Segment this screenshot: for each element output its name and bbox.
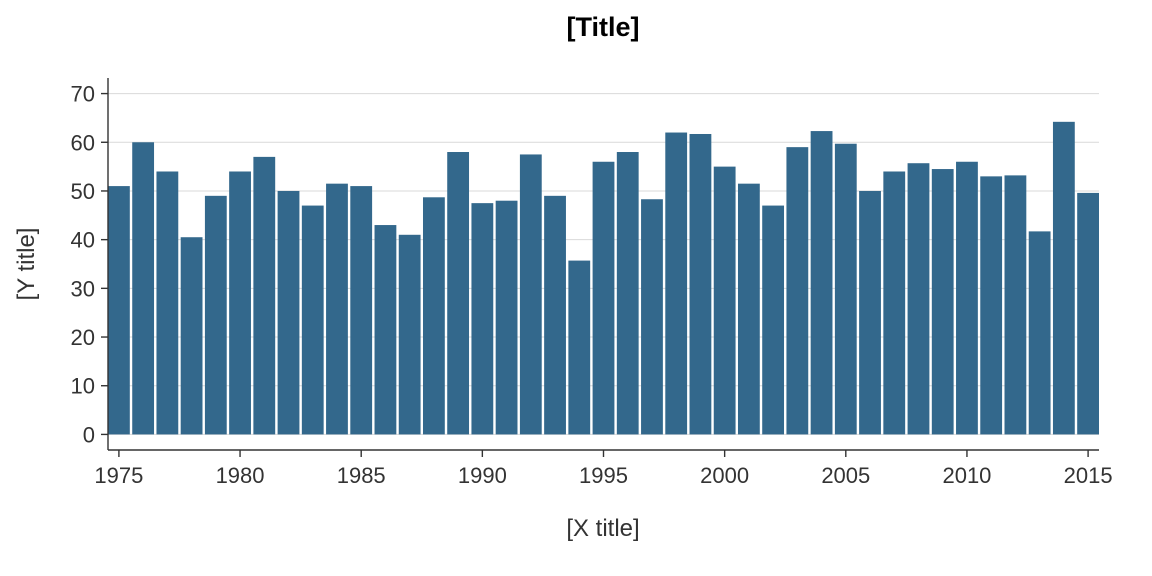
ytick-label-40: 40 bbox=[71, 228, 95, 253]
bar-1987 bbox=[398, 234, 421, 435]
bar-1988 bbox=[422, 197, 445, 435]
bar-1979 bbox=[204, 195, 227, 435]
bar-2012 bbox=[1004, 175, 1027, 435]
xtick-label-1995: 1995 bbox=[579, 463, 628, 488]
bar-2004 bbox=[810, 131, 833, 435]
xtick-label-2010: 2010 bbox=[942, 463, 991, 488]
bar-1976 bbox=[132, 142, 155, 435]
bar-1999 bbox=[689, 133, 712, 435]
bar-1989 bbox=[447, 152, 470, 435]
bar-1993 bbox=[544, 195, 566, 435]
xtick-label-1975: 1975 bbox=[94, 463, 143, 488]
xtick-label-1980: 1980 bbox=[216, 463, 265, 488]
bar-2010 bbox=[956, 161, 978, 435]
bar-2013 bbox=[1028, 231, 1051, 435]
bar-1986 bbox=[374, 225, 397, 435]
bar-1995 bbox=[592, 161, 615, 435]
bar-1992 bbox=[519, 154, 542, 435]
xtick-label-1990: 1990 bbox=[458, 463, 507, 488]
bar-1998 bbox=[665, 132, 688, 435]
bar-1977 bbox=[156, 171, 179, 435]
bar-1994 bbox=[568, 260, 591, 435]
y-axis-title: [Y title] bbox=[13, 228, 40, 301]
bar-1983 bbox=[301, 205, 324, 435]
bar-2008 bbox=[907, 163, 930, 435]
xtick-label-2000: 2000 bbox=[700, 463, 749, 488]
bar-1990 bbox=[471, 203, 494, 435]
xtick-label-2005: 2005 bbox=[821, 463, 870, 488]
bar-2005 bbox=[834, 143, 857, 435]
chart-title: [Title] bbox=[567, 12, 640, 42]
x-ticks: 1975 1980 1985 1990 1995 2000 2005 2010 2015 bbox=[94, 450, 1113, 488]
bar-1981 bbox=[253, 156, 276, 435]
bar-2006 bbox=[859, 190, 881, 435]
bar-2003 bbox=[786, 147, 809, 435]
ytick-label-50: 50 bbox=[71, 179, 95, 204]
bar-2007 bbox=[883, 171, 906, 435]
ytick-label-70: 70 bbox=[71, 82, 95, 107]
bar-2014 bbox=[1052, 121, 1075, 435]
bar-2011 bbox=[980, 176, 1003, 435]
bar-1984 bbox=[326, 183, 348, 435]
y-ticks: 0 10 20 30 40 50 60 70 bbox=[71, 82, 108, 447]
x-axis-title: [X title] bbox=[566, 515, 639, 542]
bars bbox=[108, 121, 1099, 435]
ytick-label-0: 0 bbox=[83, 422, 95, 447]
ytick-label-10: 10 bbox=[71, 374, 95, 399]
bar-2009 bbox=[931, 169, 954, 435]
bar-1997 bbox=[641, 199, 663, 435]
bar-2001 bbox=[737, 183, 760, 435]
ytick-label-20: 20 bbox=[71, 325, 95, 350]
xtick-label-2015: 2015 bbox=[1064, 463, 1113, 488]
bar-2002 bbox=[762, 205, 785, 435]
bar-1978 bbox=[180, 237, 203, 435]
xtick-label-1985: 1985 bbox=[337, 463, 386, 488]
bar-1975 bbox=[108, 186, 130, 435]
bar-1980 bbox=[229, 171, 251, 435]
bar-1996 bbox=[616, 152, 639, 435]
bar-2000 bbox=[713, 166, 736, 435]
bar-1985 bbox=[350, 186, 373, 435]
bar-2015 bbox=[1077, 192, 1099, 435]
bar-1991 bbox=[495, 200, 518, 435]
bar-1982 bbox=[277, 190, 300, 435]
ytick-label-60: 60 bbox=[71, 130, 95, 155]
ytick-label-30: 30 bbox=[71, 276, 95, 301]
